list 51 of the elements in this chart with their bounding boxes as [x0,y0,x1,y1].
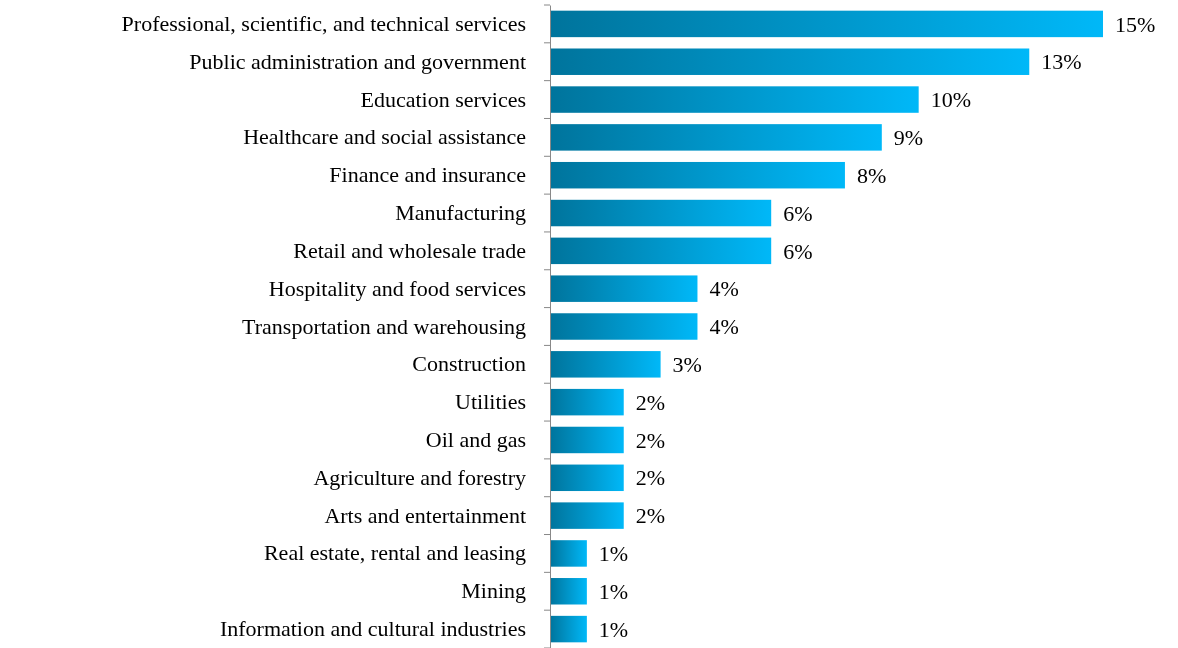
data-label: 6% [783,238,813,264]
y-tick-label: Real estate, rental and leasing [263,540,526,566]
data-label: 3% [672,352,702,378]
data-label: 4% [709,314,739,340]
bar [550,199,772,227]
y-tick-label: Finance and insurance [329,162,526,188]
y-tick-label: Agriculture and forestry [313,464,526,490]
y-tick-label: Hospitality and food services [268,275,526,301]
bar [550,124,882,151]
data-label: 8% [856,162,887,188]
data-label: 1% [598,578,629,604]
bar [550,540,587,567]
bar [550,48,1030,75]
y-tick-label: Information and cultural industries [219,616,526,642]
y-tick-label: Oil and gas [425,427,526,453]
y-tick-label: Construction [412,351,526,377]
data-label: 1% [598,616,629,642]
data-label: 13% [1041,49,1082,75]
bar [550,237,772,265]
y-tick-label: Utilities [455,389,526,415]
y-tick-label: Manufacturing [395,200,526,226]
data-label: 15% [1115,11,1156,37]
bar [550,275,698,302]
bar [550,464,624,492]
data-label: 4% [709,276,739,302]
bar [550,313,698,340]
y-tick-label: Mining [461,578,526,604]
data-label: 1% [598,541,629,567]
data-label: 6% [783,200,813,226]
data-label: 2% [635,503,666,529]
bar [550,578,587,605]
bar [550,502,624,529]
bar [550,388,624,416]
data-label: 2% [635,427,666,453]
data-label: 10% [930,87,971,113]
bar [550,10,1103,38]
y-tick-label: Retail and wholesale trade [293,237,526,263]
y-tick-label: Professional, scientific, and technical services [121,10,526,36]
y-tick-label: Education services [360,86,526,112]
bar [550,351,661,378]
y-tick-label: Public administration and government [189,48,526,74]
data-label: 2% [635,465,666,491]
y-tick-label: Transportation and warehousing [242,313,526,339]
bar [550,615,587,643]
data-label: 2% [635,389,666,415]
bar [550,426,624,454]
data-label: 9% [893,125,924,151]
y-tick-label: Healthcare and social assistance [243,124,526,150]
bar [550,161,845,189]
bar [550,86,919,113]
y-tick-label: Arts and entertainment [324,502,526,528]
